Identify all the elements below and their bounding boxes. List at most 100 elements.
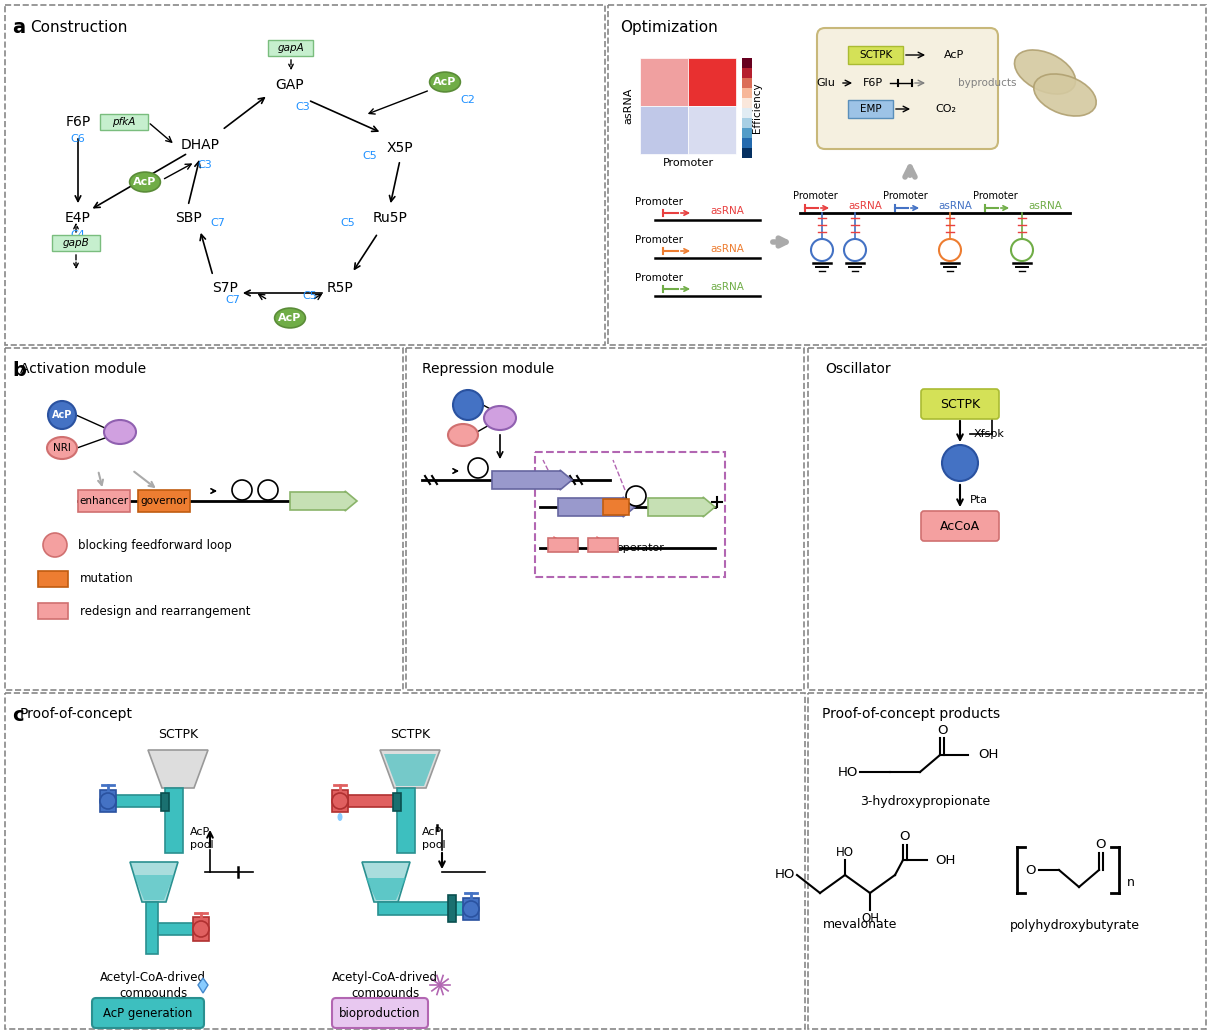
Text: E4P: E4P (65, 211, 91, 225)
Text: Construction: Construction (30, 20, 127, 35)
Bar (742, 78, 751, 88)
Circle shape (48, 401, 76, 429)
Circle shape (942, 445, 978, 481)
Bar (268, 40, 313, 56)
Bar (688, 107, 736, 154)
Text: Xfspk: Xfspk (974, 429, 1005, 439)
Text: F6P: F6P (863, 78, 884, 88)
Text: Activation module: Activation module (21, 362, 147, 376)
Ellipse shape (47, 437, 78, 459)
Text: polyhydroxybutyrate: polyhydroxybutyrate (1010, 918, 1140, 932)
Text: HO: HO (836, 846, 854, 858)
Bar (158, 923, 206, 935)
Text: OH: OH (861, 912, 879, 924)
Ellipse shape (130, 172, 160, 192)
FancyBboxPatch shape (921, 389, 999, 419)
Text: F6P: F6P (65, 115, 91, 129)
Text: compounds: compounds (119, 986, 187, 1000)
Text: C5: C5 (362, 151, 377, 161)
Text: Promoter: Promoter (972, 191, 1017, 201)
Text: Promoter: Promoter (635, 197, 684, 207)
Text: Optimization: Optimization (621, 20, 718, 35)
Text: AcCoA: AcCoA (941, 519, 981, 533)
Text: SCTPK: SCTPK (859, 50, 892, 60)
Text: Oscillator: Oscillator (825, 362, 891, 376)
Bar (742, 108, 751, 118)
Text: b: b (12, 361, 25, 381)
Circle shape (258, 480, 278, 500)
Bar (448, 895, 456, 922)
FancyBboxPatch shape (92, 998, 204, 1028)
Text: O: O (1096, 839, 1107, 852)
Text: AcP: AcP (190, 827, 210, 837)
Bar (398, 788, 415, 853)
Bar (742, 88, 751, 98)
Text: Ru5P: Ru5P (372, 211, 407, 225)
Polygon shape (198, 978, 208, 993)
Text: X5P: X5P (387, 141, 413, 155)
Polygon shape (148, 750, 208, 788)
Text: AcP: AcP (434, 77, 457, 87)
Text: SCTPK: SCTPK (390, 729, 430, 741)
Text: Promoter: Promoter (793, 191, 837, 201)
Circle shape (453, 390, 484, 420)
Text: blocking feedforward loop: blocking feedforward loop (78, 539, 231, 551)
Text: GAP: GAP (275, 78, 304, 92)
Text: DHAP: DHAP (181, 138, 219, 152)
Text: SCTPK: SCTPK (941, 397, 981, 410)
Bar (742, 58, 751, 68)
Bar (78, 490, 130, 512)
Circle shape (193, 921, 208, 937)
Bar (145, 902, 158, 954)
Bar (5, 348, 404, 690)
FancyArrow shape (290, 491, 358, 511)
Text: gapA: gapA (278, 43, 304, 53)
Ellipse shape (275, 308, 305, 328)
FancyArrow shape (648, 497, 715, 517)
Text: HO: HO (774, 869, 795, 882)
Bar (161, 793, 168, 811)
Ellipse shape (104, 420, 136, 444)
Text: C3: C3 (295, 102, 310, 112)
Text: pool: pool (190, 840, 213, 850)
Text: O: O (899, 830, 910, 844)
Text: C5: C5 (303, 291, 318, 301)
Text: gapB: gapB (63, 238, 90, 248)
Text: asRNA: asRNA (710, 206, 744, 216)
Bar (332, 790, 348, 812)
Text: AcP generation: AcP generation (103, 1006, 193, 1020)
Bar (808, 348, 1206, 690)
Text: pool: pool (422, 840, 446, 850)
Text: Promoter: Promoter (663, 158, 714, 168)
Bar (608, 5, 1206, 345)
Text: 3-hydroxypropionate: 3-hydroxypropionate (861, 795, 990, 809)
Bar (808, 693, 1206, 1029)
Text: asRNA: asRNA (710, 282, 744, 292)
Ellipse shape (484, 406, 516, 430)
Text: c: c (12, 706, 23, 725)
Text: a: a (12, 18, 25, 37)
Bar (5, 5, 605, 345)
Bar (742, 148, 751, 158)
Bar (742, 68, 751, 78)
Bar (138, 490, 190, 512)
Ellipse shape (1034, 74, 1096, 116)
Text: mutation: mutation (80, 573, 133, 585)
Text: Efficiency: Efficiency (751, 83, 762, 133)
Bar (534, 452, 725, 577)
Bar (116, 795, 165, 807)
Bar (742, 118, 751, 128)
Text: operator: operator (616, 543, 664, 553)
Text: Promoter: Promoter (882, 191, 927, 201)
Text: Glu: Glu (816, 78, 835, 88)
Text: enhancer: enhancer (80, 496, 128, 506)
Text: Pta: Pta (970, 495, 988, 505)
Text: pfkA: pfkA (113, 117, 136, 127)
Ellipse shape (448, 424, 478, 446)
Text: mevalonate: mevalonate (823, 918, 897, 932)
Polygon shape (381, 750, 440, 788)
Text: byproducts: byproducts (957, 78, 1017, 88)
Text: n: n (1127, 877, 1134, 889)
Text: redesign and rearrangement: redesign and rearrangement (80, 605, 251, 617)
Bar (848, 100, 893, 118)
